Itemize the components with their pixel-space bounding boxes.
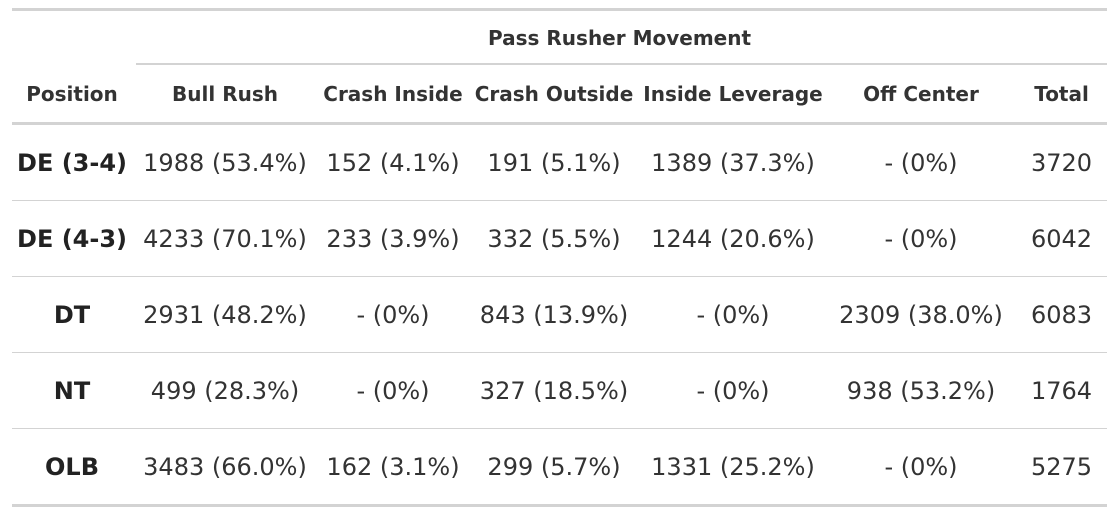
cell-inside-leverage: 1244 (20.6%)	[640, 200, 826, 277]
cell-crash-inside: 162 (3.1%)	[318, 428, 468, 507]
cell-bull-rush: 499 (28.3%)	[132, 352, 318, 429]
cell-total: 1764	[1016, 352, 1108, 429]
spanner-underline	[136, 63, 1108, 65]
cell-crash-inside: - (0%)	[318, 276, 468, 353]
cell-total: 5275	[1016, 428, 1108, 507]
pass-rusher-table: Pass Rusher Movement Position Bull Rush …	[12, 8, 1108, 507]
cell-total: 3720	[1016, 123, 1108, 201]
cell-bull-rush: 3483 (66.0%)	[132, 428, 318, 507]
data-table-container: Pass Rusher Movement Position Bull Rush …	[12, 8, 1108, 507]
table-row: OLB 3483 (66.0%) 162 (3.1%) 299 (5.7%) 1…	[12, 428, 1108, 507]
table-row: DE (3-4) 1988 (53.4%) 152 (4.1%) 191 (5.…	[12, 123, 1108, 201]
spanner-empty-cell	[12, 8, 132, 65]
cell-crash-outside: 299 (5.7%)	[468, 428, 640, 507]
table-row: NT 499 (28.3%) - (0%) 327 (18.5%) - (0%)…	[12, 352, 1108, 429]
cell-off-center: - (0%)	[826, 428, 1016, 507]
column-header-inside-leverage: Inside Leverage	[640, 65, 826, 125]
cell-crash-outside: 843 (13.9%)	[468, 276, 640, 353]
spanner-header: Pass Rusher Movement	[132, 8, 1108, 65]
cell-position: NT	[12, 352, 132, 429]
cell-crash-inside: 152 (4.1%)	[318, 123, 468, 201]
table-row: DE (4-3) 4233 (70.1%) 233 (3.9%) 332 (5.…	[12, 200, 1108, 277]
column-header-row: Position Bull Rush Crash Inside Crash Ou…	[12, 65, 1108, 125]
column-header-total: Total	[1016, 65, 1108, 125]
cell-position: OLB	[12, 428, 132, 507]
cell-bull-rush: 2931 (48.2%)	[132, 276, 318, 353]
spanner-label: Pass Rusher Movement	[488, 26, 752, 50]
cell-bull-rush: 1988 (53.4%)	[132, 123, 318, 201]
cell-off-center: 938 (53.2%)	[826, 352, 1016, 429]
cell-inside-leverage: - (0%)	[640, 352, 826, 429]
cell-position: DE (4-3)	[12, 200, 132, 277]
cell-bull-rush: 4233 (70.1%)	[132, 200, 318, 277]
cell-off-center: - (0%)	[826, 123, 1016, 201]
cell-total: 6042	[1016, 200, 1108, 277]
cell-inside-leverage: - (0%)	[640, 276, 826, 353]
cell-crash-inside: 233 (3.9%)	[318, 200, 468, 277]
cell-position: DE (3-4)	[12, 123, 132, 201]
cell-position: DT	[12, 276, 132, 353]
cell-crash-outside: 332 (5.5%)	[468, 200, 640, 277]
column-header-crash-outside: Crash Outside	[468, 65, 640, 125]
column-header-off-center: Off Center	[826, 65, 1016, 125]
cell-off-center: - (0%)	[826, 200, 1016, 277]
cell-total: 6083	[1016, 276, 1108, 353]
cell-off-center: 2309 (38.0%)	[826, 276, 1016, 353]
cell-inside-leverage: 1389 (37.3%)	[640, 123, 826, 201]
column-header-bull-rush: Bull Rush	[132, 65, 318, 125]
cell-crash-outside: 191 (5.1%)	[468, 123, 640, 201]
cell-inside-leverage: 1331 (25.2%)	[640, 428, 826, 507]
column-header-crash-inside: Crash Inside	[318, 65, 468, 125]
column-header-position: Position	[12, 65, 132, 125]
cell-crash-inside: - (0%)	[318, 352, 468, 429]
spanner-header-row: Pass Rusher Movement	[12, 8, 1108, 65]
cell-crash-outside: 327 (18.5%)	[468, 352, 640, 429]
table-row: DT 2931 (48.2%) - (0%) 843 (13.9%) - (0%…	[12, 276, 1108, 353]
